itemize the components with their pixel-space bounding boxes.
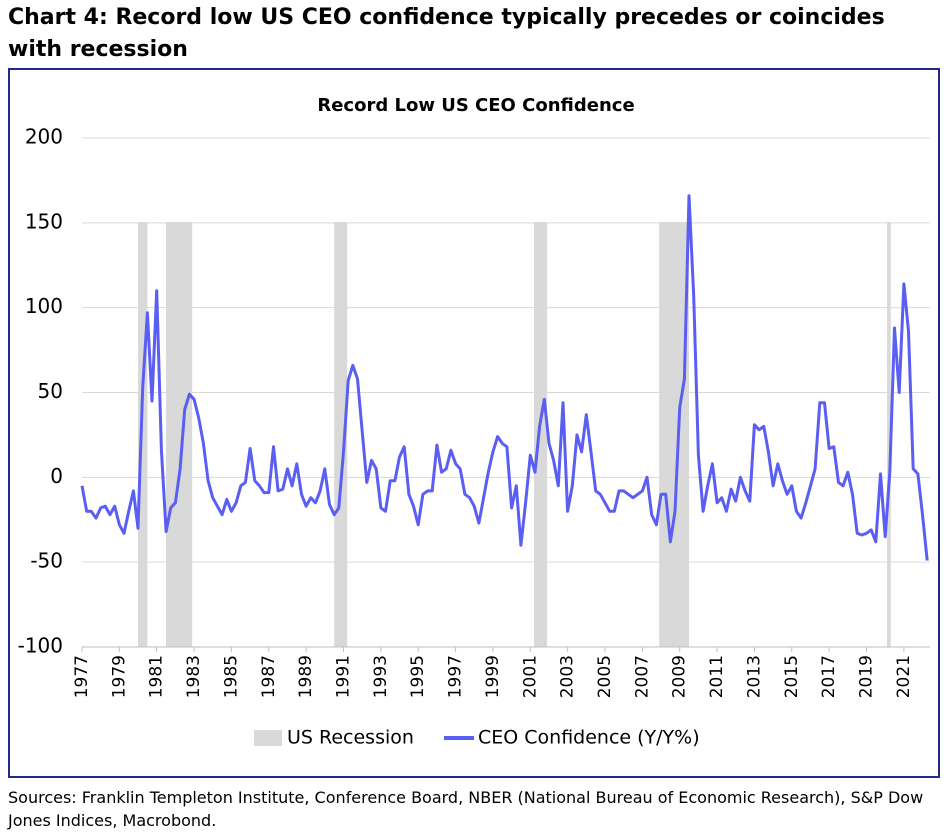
y-tick-label: 50 (38, 379, 63, 403)
x-tick-label: 2007 (632, 655, 652, 698)
x-tick-label: 1999 (483, 655, 503, 698)
legend-label: CEO Confidence (Y/Y%) (478, 727, 700, 749)
source-note: Sources: Franklin Templeton Institute, C… (8, 788, 924, 830)
x-tick-label: 1991 (333, 655, 353, 698)
y-tick-label: -50 (30, 549, 63, 573)
chart-title: Record Low US CEO Confidence (317, 95, 634, 116)
x-tick-label: 1993 (371, 655, 391, 698)
y-tick-label: -100 (18, 634, 63, 658)
x-tick-label: 2017 (819, 655, 839, 698)
x-tick-label: 1977 (72, 655, 92, 698)
x-tick-label: 2003 (558, 655, 578, 698)
x-tick-label: 1997 (446, 655, 466, 698)
x-tick-label: 1979 (109, 655, 129, 698)
recession-band (659, 222, 690, 647)
x-tick-label: 1995 (408, 655, 428, 698)
x-tick-label: 2005 (595, 655, 615, 698)
recession-band (534, 222, 548, 647)
y-tick-label: 150 (25, 209, 63, 233)
x-tick-label: 2011 (707, 655, 727, 698)
recession-band (138, 222, 148, 647)
x-tick-label: 1989 (296, 655, 316, 698)
x-tick-label: 1981 (147, 655, 167, 698)
x-tick-label: 2009 (670, 655, 690, 698)
x-tick-label: 2021 (894, 655, 914, 698)
recession-band (166, 222, 193, 647)
recession-band (334, 222, 348, 647)
y-tick-label: 100 (25, 294, 63, 318)
chart-frame (8, 68, 940, 778)
data-line (80, 194, 929, 561)
x-tick-label: 2019 (856, 655, 876, 698)
recession-band (887, 222, 891, 647)
y-tick-label: 200 (25, 125, 63, 149)
x-tick-label: 2001 (520, 655, 540, 698)
x-tick-label: 1987 (259, 655, 279, 698)
x-tick-label: 1983 (184, 655, 204, 698)
legend-swatch (254, 730, 282, 746)
y-tick-label: 0 (50, 464, 63, 488)
x-tick-label: 2013 (744, 655, 764, 698)
chart: Record Low US CEO Confidence -100 -50 0 50 1… (8, 68, 940, 778)
page-title: Chart 4: Record low US CEO confidence ty… (8, 5, 885, 62)
legend-label: US Recession (287, 727, 414, 749)
x-tick-label: 1985 (221, 655, 241, 698)
x-tick-label: 2015 (782, 655, 802, 698)
